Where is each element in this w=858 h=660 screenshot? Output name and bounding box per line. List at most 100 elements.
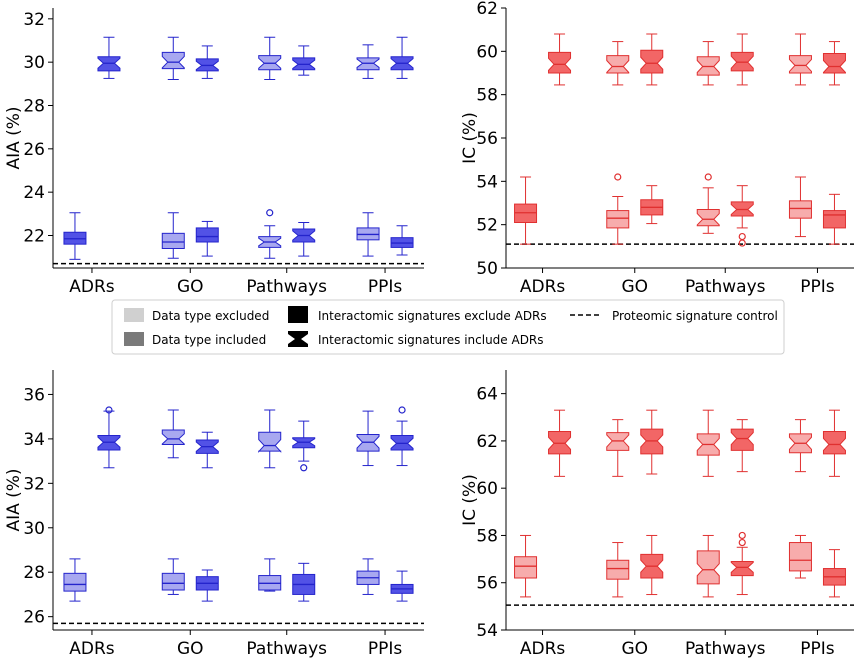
chart-panel-top-right: 50 52 54 56 58 60 62 IC (%) ADRs GO Pathways PPIs [460, 0, 854, 297]
y-tick-label: 60 [476, 479, 498, 499]
box-adrs-right [548, 409, 572, 477]
box-pathways-right [292, 562, 316, 602]
y-tick-label: 56 [476, 129, 498, 149]
y-tick-label: 58 [476, 526, 498, 546]
x-tick-label: Pathways [685, 277, 766, 297]
box-go-right [640, 409, 664, 475]
x-tick-label: PPIs [368, 639, 403, 659]
box-ppis-left [356, 410, 380, 467]
box-pathways-right [292, 420, 316, 472]
legend-label-control: Proteomic signature control [612, 309, 778, 323]
y-tick-label: 36 [23, 385, 45, 405]
box-ppis-right [822, 41, 846, 86]
y-tick-label: 24 [23, 183, 45, 203]
box-body-notched [696, 550, 720, 585]
legend: Data type excluded Data type included In… [111, 299, 785, 355]
legend-label-sig-exclude: Interactomic signatures exclude ADRs [318, 309, 547, 323]
box-ppis-right [822, 409, 846, 477]
legend-frame [111, 299, 785, 355]
box-go-left [606, 419, 630, 477]
box-ppis-right [390, 570, 414, 602]
outlier-point [105, 406, 113, 414]
box-ppis-left [788, 176, 812, 238]
box-body-notched [822, 53, 846, 74]
box-pathways-right [292, 222, 316, 257]
box-body-notched [161, 51, 185, 70]
box-body [514, 556, 538, 579]
box-pathways-left [258, 409, 282, 469]
box-ppis-left [788, 33, 812, 86]
chart-panel-top-left: 22 24 26 28 30 32 AIA (%) ADRs GO Pathways PPIs [4, 8, 424, 297]
box-body [606, 559, 630, 580]
box-go-left [606, 41, 630, 86]
box-body-notched [161, 429, 185, 445]
legend-swatch-included [124, 332, 144, 346]
legend-swatch-excluded [124, 308, 144, 322]
x-tick-label: GO [177, 277, 204, 297]
legend-swatch-notch-icon [288, 331, 308, 347]
outlier-point [738, 531, 746, 540]
box-adrs-right [97, 36, 121, 79]
y-tick-label: 64 [476, 385, 498, 405]
box-go-left [606, 542, 630, 598]
box-ppis-right [390, 225, 414, 256]
y-tick-label: 58 [476, 86, 498, 106]
box-ppis-right [822, 193, 846, 245]
x-tick-label: Pathways [246, 277, 327, 297]
box-go-left [161, 212, 185, 259]
box-go-left [606, 173, 630, 245]
box-pathways-right [292, 45, 316, 76]
box-pathways-right [730, 531, 754, 596]
y-tick-label: 56 [476, 574, 498, 594]
outlier-point [738, 232, 746, 241]
box-body [822, 210, 846, 229]
box-go-right [640, 185, 664, 225]
x-tick-label: PPIs [800, 639, 835, 659]
y-tick-label: 50 [476, 259, 498, 279]
box-pathways-right [730, 33, 754, 86]
box-body [63, 572, 87, 592]
y-tick-label: 26 [23, 608, 45, 628]
box-pathways-left [696, 409, 720, 477]
box-adrs-left [63, 212, 87, 260]
y-axis-label: AIA (%) [4, 468, 24, 531]
x-tick-label: Pathways [685, 639, 766, 659]
box-body-notched [258, 431, 282, 453]
legend-label-excluded: Data type excluded [152, 309, 269, 323]
y-tick-label: 22 [23, 227, 45, 247]
y-tick-label: 54 [476, 172, 498, 192]
box-body-notched [606, 55, 630, 74]
outlier-point [398, 406, 406, 414]
y-axis-label: IC (%) [460, 474, 480, 526]
legend-label-sig-include: Interactomic signatures include ADRs [318, 333, 544, 347]
box-body-notched [640, 49, 664, 74]
box-body [161, 232, 185, 249]
box-go-left [161, 36, 185, 80]
chart-panel-bottom-right: 54 56 58 60 62 64 IC (%) ADRs GO Pathways PPIs [460, 370, 854, 659]
box-go-right [195, 569, 219, 602]
box-go-right [640, 534, 664, 596]
box-ppis-right [822, 549, 846, 598]
outlier-point [266, 209, 274, 217]
box-adrs-right [97, 406, 121, 469]
y-tick-label: 32 [23, 10, 45, 30]
y-tick-label: 34 [23, 430, 45, 450]
y-tick-label: 32 [23, 474, 45, 494]
box-body-notched [822, 430, 846, 455]
box-pathways-right [730, 185, 754, 247]
outlier-point [614, 173, 622, 181]
y-tick-label: 52 [476, 216, 498, 236]
chart-panel-bottom-left: 26 28 30 32 34 36 AIA (%) ADRs GO Pathways PPIs [4, 370, 424, 659]
box-body [788, 542, 812, 572]
x-tick-label: ADRs [520, 277, 566, 297]
outlier-point [738, 538, 746, 547]
box-go-right [640, 33, 664, 86]
box-adrs-left [514, 534, 538, 598]
y-tick-label: 62 [476, 0, 498, 19]
box-adrs-left [63, 558, 87, 602]
y-tick-label: 30 [23, 519, 45, 539]
box-body [788, 200, 812, 219]
legend-label-included: Data type included [152, 333, 266, 347]
box-pathways-left [696, 173, 720, 234]
